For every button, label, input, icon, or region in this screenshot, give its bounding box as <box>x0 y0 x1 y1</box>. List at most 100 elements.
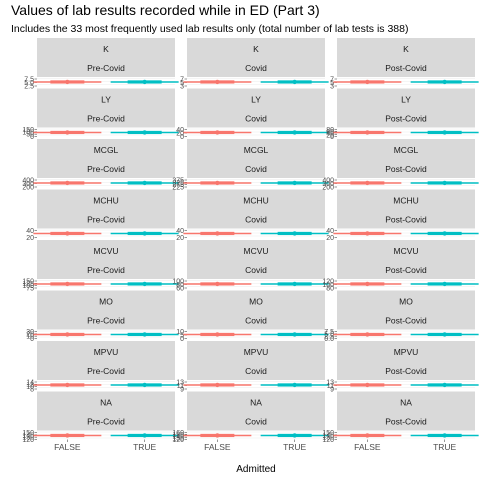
outlier-point <box>65 231 70 236</box>
facet-period-label: Pre-Covid <box>87 215 125 225</box>
facet-period-label: Post-Covid <box>385 215 427 225</box>
y-tick-label: 80 <box>326 286 334 293</box>
x-axis-title: Admitted <box>236 464 275 475</box>
y-tick-label: 7.5 <box>324 329 334 336</box>
facet-test-label: MCVU <box>393 246 418 256</box>
facet-test-label: MCVU <box>93 246 118 256</box>
y-tick-label: 130 <box>22 435 34 442</box>
facet-test-label: K <box>253 44 259 54</box>
facet-strip <box>187 139 325 178</box>
outlier-point <box>292 231 297 236</box>
facet-period-label: Covid <box>245 265 267 275</box>
facet-test-label: MCHU <box>243 196 269 206</box>
y-tick-label: 150 <box>322 430 334 437</box>
facet-strip <box>37 189 175 229</box>
outlier-point <box>365 332 370 337</box>
y-tick-label: 200 <box>22 185 34 192</box>
y-tick-label: 20 <box>176 131 184 138</box>
y-tick-label: 100 <box>22 129 34 136</box>
y-tick-label: 160 <box>172 430 184 437</box>
outlier-point <box>65 332 70 337</box>
outlier-point <box>442 281 447 287</box>
y-tick-label: 140 <box>172 434 184 441</box>
outlier-point <box>142 281 147 287</box>
facet-period-label: Post-Covid <box>385 265 427 275</box>
chart-title: Values of lab results recorded while in … <box>11 2 320 18</box>
outlier-point <box>365 433 370 438</box>
y-tick-label: 0.0 <box>324 336 334 343</box>
facet-strip <box>337 240 475 279</box>
facet-test-label: MPVU <box>94 347 119 357</box>
outlier-point <box>65 180 70 186</box>
outlier-point <box>215 382 220 388</box>
outlier-point <box>365 130 370 135</box>
y-tick-label: 10 <box>26 334 34 341</box>
y-tick-label: 40 <box>326 131 334 138</box>
facet-test-label: LY <box>251 95 261 105</box>
x-tick-label: FALSE <box>204 442 231 452</box>
y-tick-label: 5 <box>180 80 184 87</box>
facet-period-label: Post-Covid <box>385 63 427 73</box>
y-tick-label: 3 <box>180 84 184 91</box>
y-tick-label: 13 <box>326 380 334 387</box>
x-tick-label: TRUE <box>283 442 306 452</box>
y-tick-label: 100 <box>22 283 34 290</box>
y-tick-label: 10 <box>26 384 34 391</box>
x-tick-label: TRUE <box>433 442 456 452</box>
y-tick-label: 5.0 <box>24 80 34 87</box>
outlier-point <box>442 130 447 135</box>
facet-test-label: MPVU <box>394 347 419 357</box>
outlier-point <box>442 382 447 388</box>
y-tick-label: 130 <box>172 435 184 442</box>
y-tick-label: 5.0 <box>324 331 334 338</box>
facet-panel: K Pre-Covid 7.55.02.5 <box>24 38 179 91</box>
facet-period-label: Pre-Covid <box>87 114 125 124</box>
facet-strip <box>37 290 175 330</box>
facet-strip <box>37 391 175 431</box>
facet-period-label: Covid <box>245 63 267 73</box>
outlier-point <box>215 79 220 85</box>
facet-period-label: Pre-Covid <box>87 417 125 427</box>
facet-period-label: Pre-Covid <box>87 366 125 376</box>
y-tick-label: 120 <box>322 437 334 444</box>
facet-test-label: K <box>103 44 109 54</box>
y-tick-label: 9 <box>330 387 334 394</box>
outlier-point <box>142 332 147 337</box>
facet-strip <box>37 38 175 77</box>
outlier-point <box>292 130 297 135</box>
facet-test-label: MO <box>249 297 263 307</box>
facet-test-label: LY <box>101 95 111 105</box>
y-tick-label: 2.5 <box>24 84 34 91</box>
facet-strip <box>337 290 475 330</box>
y-tick-label: 150 <box>22 279 34 286</box>
chart-subtitle: Includes the 33 most frequently used lab… <box>11 23 409 35</box>
facet-test-label: LY <box>401 95 411 105</box>
facet-test-label: NA <box>250 398 262 408</box>
y-tick-label: 3 <box>330 84 334 91</box>
facet-strip <box>187 38 325 77</box>
y-tick-label: 120 <box>22 437 34 444</box>
facet-panel: K Covid 753 <box>180 38 329 91</box>
outlier-point <box>365 382 370 388</box>
y-tick-label: 60 <box>176 286 184 293</box>
facet-strip <box>187 290 325 330</box>
facet-strip <box>37 240 175 279</box>
outlier-point <box>292 180 297 186</box>
outlier-point <box>365 79 370 85</box>
facet-period-label: Post-Covid <box>385 164 427 174</box>
outlier-point <box>292 332 297 337</box>
y-tick-label: 120 <box>322 279 334 286</box>
outlier-point <box>215 130 220 135</box>
y-tick-label: 75 <box>26 286 34 293</box>
y-tick-label: 9 <box>180 387 184 394</box>
y-tick-label: 80 <box>326 127 334 134</box>
